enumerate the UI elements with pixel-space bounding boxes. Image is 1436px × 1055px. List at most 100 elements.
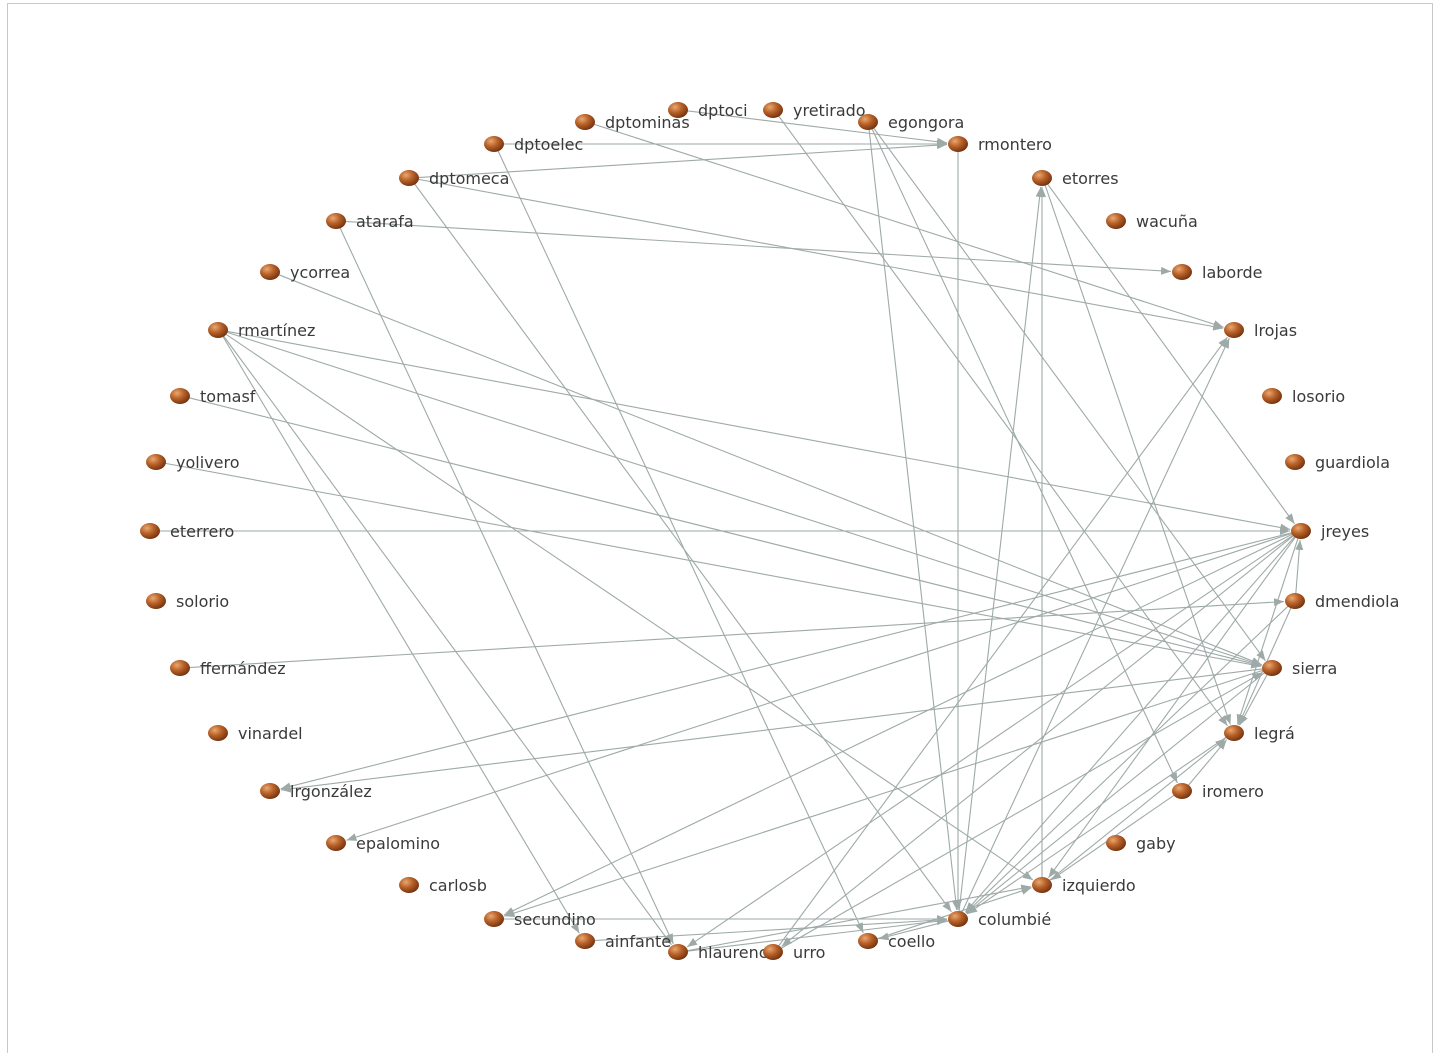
- node-yretirado[interactable]: yretirado: [763, 101, 866, 120]
- node-ball-icon[interactable]: [668, 102, 688, 118]
- node-ball-icon[interactable]: [1106, 213, 1126, 229]
- node-ball-icon[interactable]: [858, 933, 878, 949]
- node-ball-icon[interactable]: [260, 264, 280, 280]
- node-carlosb[interactable]: carlosb: [399, 876, 487, 895]
- edge-atarafa-to-hlaurencio: [339, 227, 674, 945]
- node-label: ffernández: [200, 659, 286, 678]
- node-ball-icon[interactable]: [1262, 388, 1282, 404]
- edge-rmartinez-to-sierra: [226, 331, 1262, 666]
- node-label: laborde: [1202, 263, 1263, 282]
- node-label: rmartínez: [238, 321, 315, 340]
- node-ball-icon[interactable]: [948, 136, 968, 152]
- node-label: coello: [888, 932, 935, 951]
- node-ball-icon[interactable]: [1032, 877, 1052, 893]
- node-ball-icon[interactable]: [399, 877, 419, 893]
- node-eterrero[interactable]: eterrero: [140, 522, 234, 541]
- node-lrojas[interactable]: lrojas: [1224, 321, 1297, 340]
- node-hlaurencio[interactable]: hlaurencio: [668, 943, 782, 962]
- node-jreyes[interactable]: jreyes: [1291, 522, 1369, 541]
- node-dptomeca[interactable]: dptomeca: [399, 169, 509, 188]
- node-ball-icon[interactable]: [1224, 725, 1244, 741]
- edge-columbie-to-etorres: [958, 186, 1044, 913]
- node-gaby[interactable]: gaby: [1106, 834, 1176, 853]
- node-ball-icon[interactable]: [1285, 593, 1305, 609]
- node-izquierdo[interactable]: izquierdo: [1032, 876, 1136, 895]
- node-ball-icon[interactable]: [1106, 835, 1126, 851]
- node-dmendiola[interactable]: dmendiola: [1285, 592, 1399, 611]
- node-ball-icon[interactable]: [1032, 170, 1052, 186]
- node-ball-icon[interactable]: [170, 388, 190, 404]
- node-ball-icon[interactable]: [1172, 264, 1192, 280]
- edge-legra-to-columbie: [966, 736, 1227, 915]
- node-ball-icon[interactable]: [146, 593, 166, 609]
- node-ycorrea[interactable]: ycorrea: [260, 263, 350, 282]
- node-rmontero[interactable]: rmontero: [948, 135, 1052, 154]
- edge-sierra-to-lrgonzalez: [280, 668, 1264, 793]
- node-ball-icon[interactable]: [575, 114, 595, 130]
- node-legra[interactable]: legrá: [1224, 724, 1295, 743]
- node-vinardel[interactable]: vinardel: [208, 724, 303, 743]
- node-iromero[interactable]: iromero: [1172, 782, 1264, 801]
- node-columbie[interactable]: columbié: [948, 910, 1051, 929]
- edge-jreyes-to-izquierdo: [1048, 536, 1297, 879]
- edge-yolivero-to-sierra: [164, 462, 1262, 669]
- node-ball-icon[interactable]: [170, 660, 190, 676]
- node-ball-icon[interactable]: [326, 835, 346, 851]
- node-coello[interactable]: coello: [858, 932, 935, 951]
- node-etorres[interactable]: etorres: [1032, 169, 1119, 188]
- node-ball-icon[interactable]: [260, 783, 280, 799]
- node-ball-icon[interactable]: [1285, 454, 1305, 470]
- node-ball-icon[interactable]: [1291, 523, 1311, 539]
- node-ainfante[interactable]: ainfante: [575, 932, 671, 951]
- node-tomasf[interactable]: tomasf: [170, 387, 256, 406]
- edge-jreyes-to-secundino: [503, 533, 1294, 916]
- node-sierra[interactable]: sierra: [1262, 659, 1337, 678]
- node-ball-icon[interactable]: [1224, 322, 1244, 338]
- node-yolivero[interactable]: yolivero: [146, 453, 239, 472]
- node-solorio[interactable]: solorio: [146, 592, 229, 611]
- node-ball-icon[interactable]: [484, 136, 504, 152]
- node-label: losorio: [1292, 387, 1345, 406]
- node-dptominas[interactable]: dptominas: [575, 113, 690, 132]
- edge-hlaurencio-to-columbie: [686, 917, 948, 952]
- node-label: yretirado: [793, 101, 866, 120]
- node-urro[interactable]: urro: [763, 943, 825, 962]
- node-ball-icon[interactable]: [140, 523, 160, 539]
- edge-urro-to-sierra: [780, 671, 1263, 950]
- node-ball-icon[interactable]: [1262, 660, 1282, 676]
- node-dptoci[interactable]: dptoci: [668, 101, 748, 120]
- node-ball-icon[interactable]: [399, 170, 419, 186]
- node-epalomino[interactable]: epalomino: [326, 834, 440, 853]
- edge-rmartinez-to-hlaurencio: [222, 335, 672, 946]
- node-ball-icon[interactable]: [484, 911, 504, 927]
- node-dptoelec[interactable]: dptoelec: [484, 135, 583, 154]
- node-losorio[interactable]: losorio: [1262, 387, 1345, 406]
- node-ball-icon[interactable]: [668, 944, 688, 960]
- node-lrgonzalez[interactable]: lrgonzález: [260, 782, 372, 801]
- edge-dptomeca-to-rmontero: [417, 141, 948, 179]
- node-ball-icon[interactable]: [326, 213, 346, 229]
- node-ball-icon[interactable]: [763, 944, 783, 960]
- node-label: urro: [793, 943, 825, 962]
- edge-layer: [159, 110, 1304, 952]
- node-ball-icon[interactable]: [208, 725, 228, 741]
- node-label: wacuña: [1136, 212, 1198, 231]
- node-ffernandez[interactable]: ffernández: [170, 659, 286, 678]
- node-ball-icon[interactable]: [948, 911, 968, 927]
- edge-atarafa-to-laborde: [344, 220, 1172, 275]
- node-label: dptoci: [698, 101, 748, 120]
- node-ball-icon[interactable]: [1172, 783, 1192, 799]
- node-ball-icon[interactable]: [763, 102, 783, 118]
- node-ball-icon[interactable]: [858, 114, 878, 130]
- node-wacuna[interactable]: wacuña: [1106, 212, 1198, 231]
- node-secundino[interactable]: secundino: [484, 910, 596, 929]
- node-guardiola[interactable]: guardiola: [1285, 453, 1390, 472]
- node-laborde[interactable]: laborde: [1172, 263, 1263, 282]
- node-ball-icon[interactable]: [146, 454, 166, 470]
- edge-urro-to-lrojas: [777, 336, 1228, 947]
- node-egongora[interactable]: egongora: [858, 113, 964, 132]
- node-ball-icon[interactable]: [575, 933, 595, 949]
- node-rmartinez[interactable]: rmartínez: [208, 321, 315, 340]
- node-ball-icon[interactable]: [208, 322, 228, 338]
- node-atarafa[interactable]: atarafa: [326, 212, 414, 231]
